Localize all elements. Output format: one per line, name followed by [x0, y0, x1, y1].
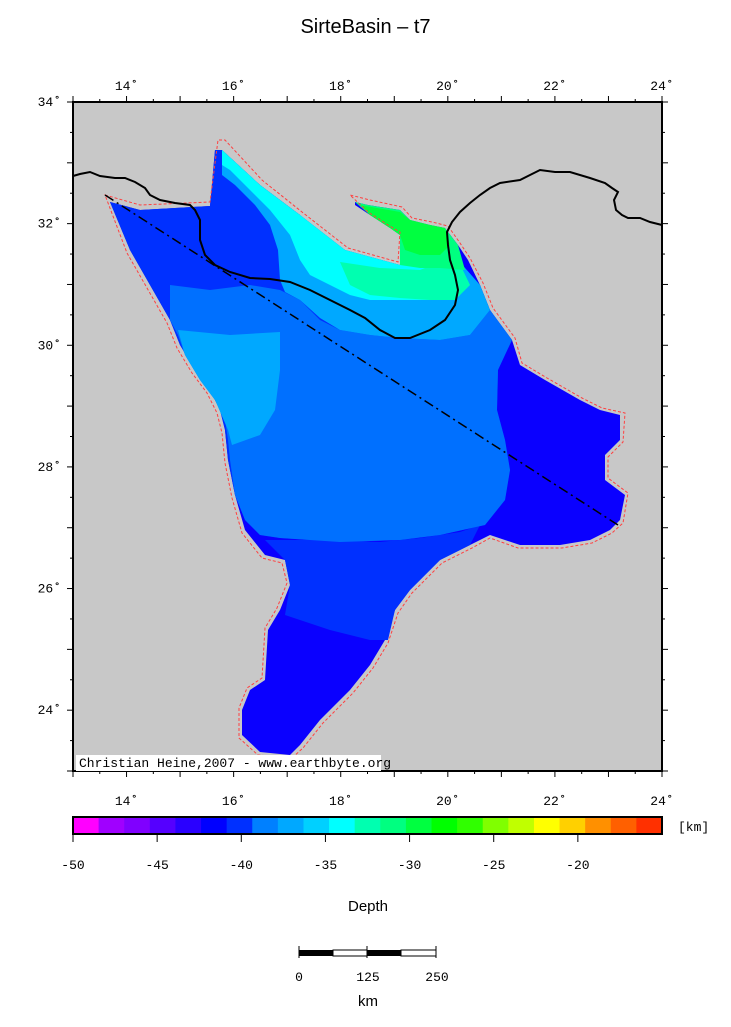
colorbar-swatch	[201, 817, 228, 834]
colorbar-swatch	[405, 817, 433, 834]
coastline	[72, 168, 663, 339]
colorbar-swatch	[508, 817, 535, 834]
credit-text: Christian Heine,2007 - www.earthbyte.org	[79, 756, 391, 771]
colorbar-swatch	[277, 817, 304, 834]
colorbar-swatch	[636, 817, 663, 834]
colorbar: -50 -45 -40 -35 -30 -25 -20	[61, 817, 663, 873]
depth-grid	[104, 139, 629, 759]
colorbar-frame	[72, 816, 663, 835]
lon-label-top: 18˚	[329, 79, 352, 94]
colorbar-swatch	[124, 817, 151, 834]
colorbar-swatch	[252, 817, 279, 834]
lon-label-bottom: 24˚	[650, 794, 673, 809]
colorbar-swatch	[482, 817, 509, 834]
colorbar-tick-label: -50	[61, 858, 84, 873]
axis-ticks: 14˚ 14˚ 16˚ 16˚ 18˚ 18˚ 20˚ 20˚ 22˚ 22˚ 24˚ 24˚ 34˚ 3…	[38, 79, 674, 809]
colorbar-swatch	[380, 817, 407, 834]
lon-label-top: 14˚	[115, 79, 138, 94]
colorbar-swatch	[149, 817, 176, 834]
colorbar-tick-label: -35	[314, 858, 337, 873]
profile-line	[104, 194, 619, 526]
scale-bar: 0 125 250 km	[295, 946, 449, 1010]
colorbar-swatch	[610, 817, 637, 834]
colorbar-swatch	[226, 817, 253, 834]
lon-label-bottom: 22˚	[543, 794, 566, 809]
lat-label: 32˚	[38, 217, 61, 232]
colorbar-swatch	[73, 817, 100, 834]
scale-unit: km	[358, 993, 378, 1010]
lat-label: 28˚	[38, 460, 61, 475]
credit-box	[76, 755, 381, 771]
colorbar-swatch	[533, 817, 561, 834]
colorbar-swatch	[585, 817, 612, 834]
map-title: SirteBasin – t7	[300, 16, 431, 38]
lon-label-bottom: 14˚	[115, 794, 138, 809]
colorbar-swatch	[457, 817, 484, 834]
colorbar-swatch	[303, 817, 330, 834]
colorbar-swatch	[329, 817, 356, 834]
scale-label-125: 125	[356, 970, 379, 985]
lon-label-top: 16˚	[222, 79, 245, 94]
lat-label: 34˚	[38, 95, 61, 110]
lon-label-bottom: 16˚	[222, 794, 245, 809]
lon-label-top: 20˚	[436, 79, 459, 94]
lon-label-bottom: 20˚	[436, 794, 459, 809]
lat-label: 26˚	[38, 582, 61, 597]
scale-label-0: 0	[295, 970, 303, 985]
scale-label-250: 250	[425, 970, 448, 985]
colorbar-tick-label: -30	[398, 858, 421, 873]
lat-label: 24˚	[38, 703, 61, 718]
colorbar-swatch	[98, 817, 125, 834]
colorbar-swatch	[431, 817, 458, 834]
colorbar-swatch	[175, 817, 202, 834]
lat-label: 30˚	[38, 338, 61, 353]
lon-label-top: 22˚	[543, 79, 566, 94]
colorbar-swatch	[559, 817, 586, 834]
colorbar-swatch	[354, 817, 381, 834]
lon-label-top: 24˚	[650, 79, 673, 94]
colorbar-label: Depth	[348, 898, 388, 915]
colorbar-tick-label: -20	[566, 858, 589, 873]
colorbar-tick-label: -40	[230, 858, 253, 873]
colorbar-unit: [km]	[678, 820, 709, 835]
colorbar-tick-label: -45	[145, 858, 168, 873]
colorbar-tick-label: -25	[482, 858, 505, 873]
lon-label-bottom: 18˚	[329, 794, 352, 809]
